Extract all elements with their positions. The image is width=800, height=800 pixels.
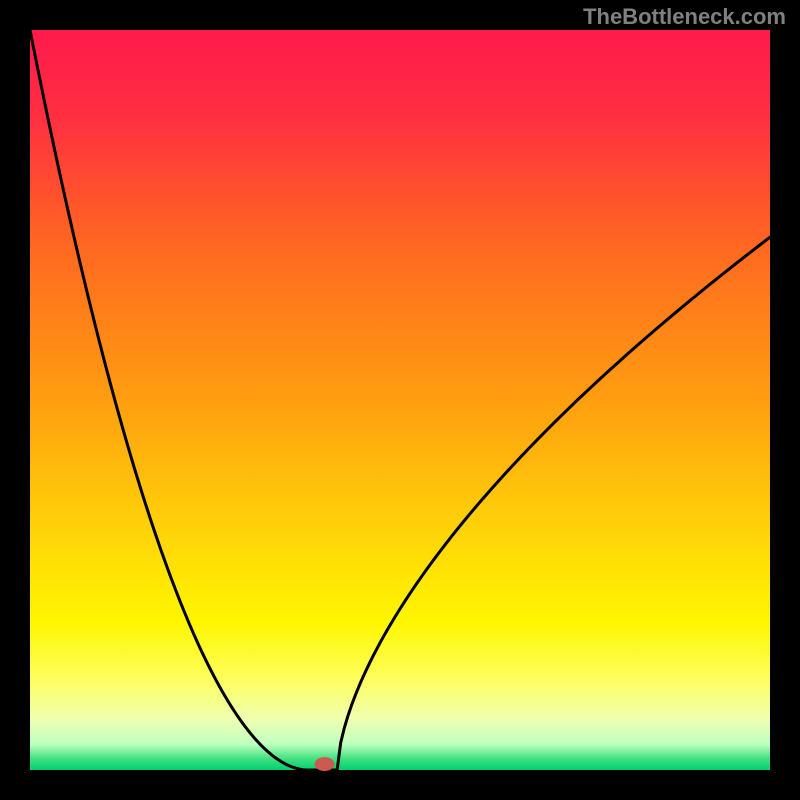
chart-wrapper: TheBottleneck.com (0, 0, 800, 800)
optimal-marker (315, 757, 335, 771)
gradient-plot-area (30, 30, 770, 770)
watermark-text: TheBottleneck.com (583, 4, 786, 30)
bottleneck-chart-svg (0, 0, 800, 800)
